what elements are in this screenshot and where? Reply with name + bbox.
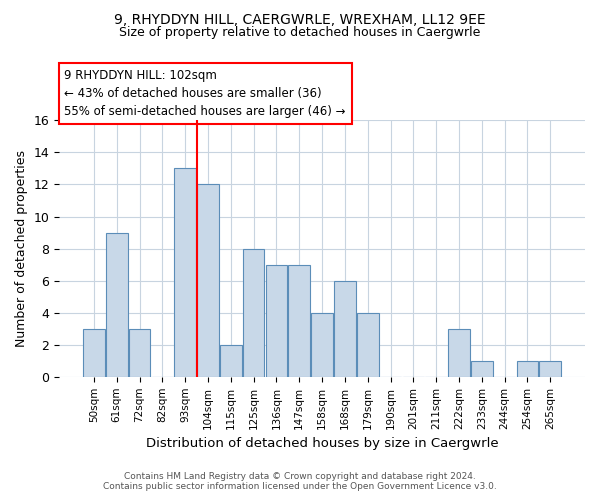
Bar: [311, 312, 333, 377]
Bar: [539, 361, 561, 377]
Bar: [357, 312, 379, 377]
Bar: [220, 345, 242, 377]
Bar: [517, 361, 538, 377]
X-axis label: Distribution of detached houses by size in Caergwrle: Distribution of detached houses by size …: [146, 437, 499, 450]
Text: 9, RHYDDYN HILL, CAERGWRLE, WREXHAM, LL12 9EE: 9, RHYDDYN HILL, CAERGWRLE, WREXHAM, LL1…: [114, 12, 486, 26]
Bar: [266, 264, 287, 377]
Bar: [128, 328, 151, 377]
Text: Size of property relative to detached houses in Caergwrle: Size of property relative to detached ho…: [119, 26, 481, 39]
Y-axis label: Number of detached properties: Number of detached properties: [15, 150, 28, 347]
Bar: [197, 184, 219, 377]
Bar: [243, 248, 265, 377]
Bar: [175, 168, 196, 377]
Bar: [448, 328, 470, 377]
Bar: [83, 328, 105, 377]
Bar: [289, 264, 310, 377]
Bar: [471, 361, 493, 377]
Bar: [106, 232, 128, 377]
Bar: [334, 280, 356, 377]
Text: 9 RHYDDYN HILL: 102sqm
← 43% of detached houses are smaller (36)
55% of semi-det: 9 RHYDDYN HILL: 102sqm ← 43% of detached…: [64, 69, 346, 118]
Text: Contains HM Land Registry data © Crown copyright and database right 2024.
Contai: Contains HM Land Registry data © Crown c…: [103, 472, 497, 491]
